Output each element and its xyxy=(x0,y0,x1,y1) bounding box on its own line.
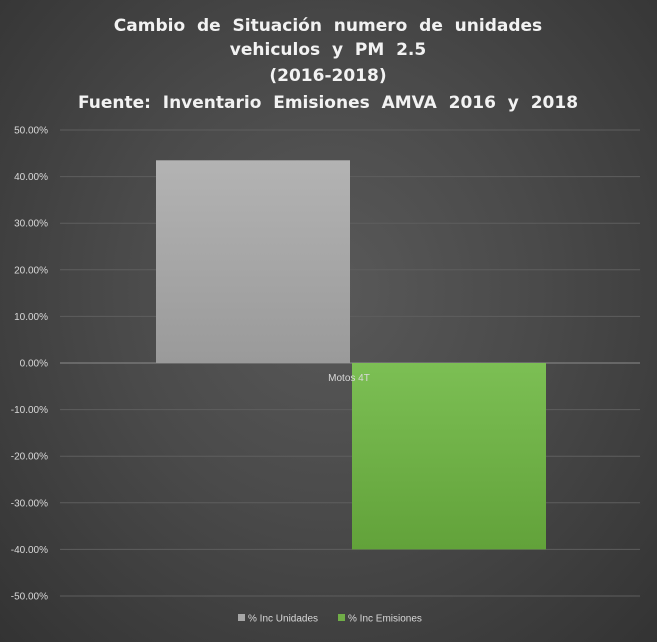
bar-inc-emisiones xyxy=(352,363,546,550)
legend-swatch xyxy=(238,614,245,621)
y-tick-label: -30.00% xyxy=(11,498,48,509)
legend: % Inc Unidades % Inc Emisiones xyxy=(238,614,422,625)
y-tick-label: 20.00% xyxy=(14,265,48,276)
chart-title-line-4: Fuente: Inventario Emisiones AMVA 2016 y… xyxy=(78,93,578,113)
y-tick-label: -50.00% xyxy=(11,592,48,603)
y-tick-label: -10.00% xyxy=(11,405,48,416)
chart-title-line-2: vehiculos y PM 2.5 xyxy=(230,40,426,60)
y-tick-label: 40.00% xyxy=(14,172,48,183)
y-tick-label: 30.00% xyxy=(14,219,48,230)
y-tick-label: -20.00% xyxy=(11,452,48,463)
y-tick-label: 0.00% xyxy=(20,359,48,370)
chart-title-line-3: (2016-2018) xyxy=(269,66,386,86)
legend-label: % Inc Emisiones xyxy=(348,614,422,625)
y-tick-label: 50.00% xyxy=(14,126,48,137)
chart-title: Cambio de Situación numero de unidades ve… xyxy=(78,16,578,113)
y-axis: 50.00% 40.00% 30.00% 20.00% 10.00% 0.00% -10.0… xyxy=(11,126,48,603)
bar-inc-unidades xyxy=(156,160,350,363)
chart-title-line-1: Cambio de Situación numero de unidades xyxy=(114,16,542,36)
x-axis: Motos 4T xyxy=(328,373,370,384)
bars xyxy=(156,160,546,550)
y-tick-label: 10.00% xyxy=(14,312,48,323)
y-tick-label: -40.00% xyxy=(11,545,48,556)
legend-label: % Inc Unidades xyxy=(248,614,318,625)
legend-swatch xyxy=(338,614,345,621)
x-category-label: Motos 4T xyxy=(328,373,370,384)
